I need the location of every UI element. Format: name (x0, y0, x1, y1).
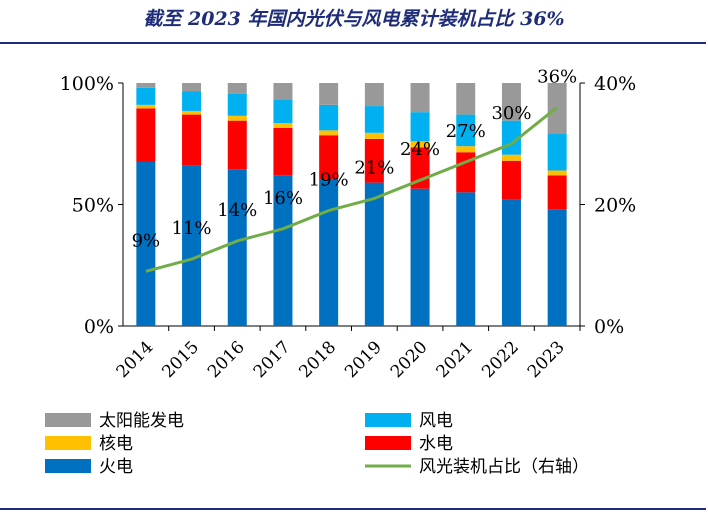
share-data-label: 21% (354, 157, 394, 178)
legend-swatch (45, 413, 91, 427)
bar-segment (501, 154, 521, 161)
left-tick-label: 100% (60, 73, 114, 95)
share-line (145, 106, 559, 273)
right-tick-label: 0% (594, 316, 624, 338)
legend-swatch (365, 436, 411, 450)
share-data-label: 9% (132, 230, 161, 251)
bar-segment (136, 83, 156, 88)
x-tick-label: 2023 (524, 337, 569, 382)
bar-segment (547, 134, 567, 171)
bar-segment (273, 100, 293, 124)
bar-segment (456, 146, 476, 153)
bar-segment (547, 209, 567, 326)
bar-segment (364, 83, 384, 107)
x-tick-label: 2020 (387, 337, 432, 382)
share-data-label: 27% (446, 121, 486, 142)
legend-label: 风光装机占比（右轴） (419, 457, 589, 477)
legend-swatch (45, 436, 91, 450)
x-tick-label: 2014 (113, 337, 158, 382)
share-data-label: 11% (172, 218, 212, 239)
bar-segment (364, 182, 384, 326)
share-data-label: 19% (309, 170, 349, 191)
legend-label: 风电 (419, 411, 453, 431)
data-labels-layer: 9% 11%14% 16% 19%21% 24% 27%30% 36% (132, 66, 578, 251)
legend-swatch (365, 413, 411, 427)
bar-segment (227, 115, 247, 121)
bar-segment (273, 127, 293, 176)
bar-segment (136, 87, 156, 105)
bottom-rule (0, 508, 706, 510)
bar-segment (364, 138, 384, 183)
bar-segment (182, 114, 202, 166)
bar-segment (364, 106, 384, 133)
bar-segment (227, 83, 247, 94)
bar-segment (456, 192, 476, 326)
bar-segment (456, 83, 476, 115)
legend-label: 火电 (99, 457, 133, 477)
bar-segment (410, 112, 430, 142)
chart-title: 截至 2023 年国内光伏与风电累计装机占比 36% (143, 8, 565, 30)
left-tick-label: 50% (72, 195, 114, 217)
bar-segment (182, 91, 202, 111)
right-tick-label: 40% (594, 73, 636, 95)
bar-segment (364, 132, 384, 139)
x-tick-label: 2022 (478, 337, 523, 382)
bar-segment (136, 108, 156, 162)
x-tick-label: 2021 (433, 337, 478, 382)
share-data-label: 24% (400, 139, 440, 160)
bar-segment (182, 83, 202, 92)
bar-segment (182, 165, 202, 326)
bar-segment (410, 188, 430, 326)
legend-label: 核电 (99, 434, 133, 454)
x-tick-label: 2017 (250, 337, 295, 382)
bar-segment (227, 169, 247, 326)
x-tick-label: 2018 (295, 337, 340, 382)
bar-segment (319, 130, 339, 136)
share-data-label: 16% (263, 188, 303, 209)
bar-segment (319, 135, 339, 179)
legend-label: 水电 (419, 434, 453, 454)
bar-segment (456, 114, 476, 147)
bar-segment (501, 199, 521, 326)
legend-swatch (45, 459, 91, 473)
bar-segment (319, 104, 339, 131)
share-data-label: 30% (491, 103, 531, 124)
line-layer (145, 106, 559, 273)
bar-segment (273, 175, 293, 326)
bar-segment (273, 123, 293, 128)
bar-segment (136, 104, 156, 109)
bar-segment (410, 83, 430, 113)
bar-segment (273, 83, 293, 101)
x-tick-label: 2016 (204, 337, 249, 382)
bar-segment (547, 175, 567, 210)
share-data-label: 14% (217, 200, 257, 221)
bar-segment (410, 141, 430, 148)
bar-segment (136, 161, 156, 326)
legend-label: 太阳能发电 (99, 411, 184, 431)
bar-segment (227, 93, 247, 116)
bar-segment (319, 178, 339, 326)
bars-layer (136, 83, 567, 326)
bar-segment (547, 170, 567, 176)
share-data-label: 36% (537, 66, 577, 87)
title-underline (0, 42, 706, 44)
bar-segment (501, 160, 521, 200)
bar-segment (501, 83, 521, 121)
x-tick-label: 2019 (341, 337, 386, 382)
x-tick-label: 2015 (158, 337, 203, 382)
bar-segment (319, 83, 339, 105)
left-tick-label: 0% (84, 316, 114, 338)
bar-segment (182, 110, 202, 115)
right-tick-label: 20% (594, 195, 636, 217)
bar-segment (227, 120, 247, 170)
